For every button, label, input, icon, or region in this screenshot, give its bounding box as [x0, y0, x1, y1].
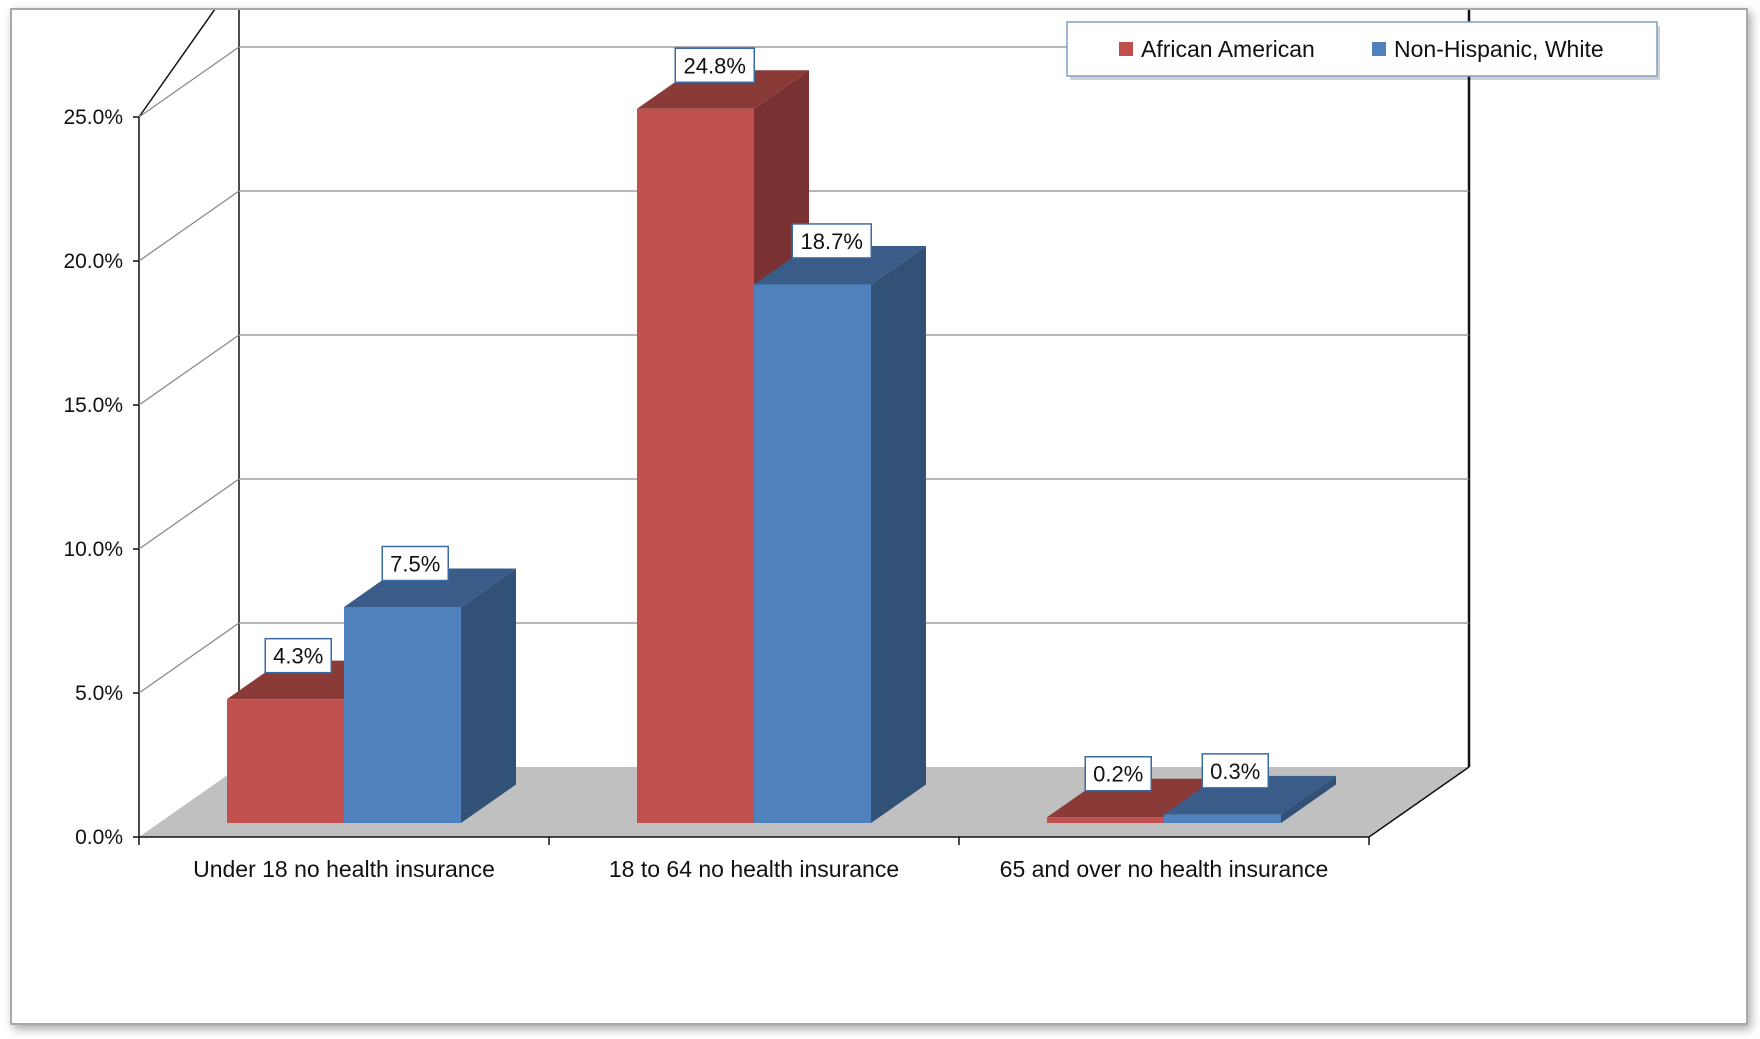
- data-label-box: [674, 47, 755, 84]
- side-wall-top-edge: [138, 10, 216, 118]
- gridline-side: [138, 478, 240, 550]
- y-axis: 0.0% 5.0% 10.0% 15.0% 20.0% 25.0%: [63, 106, 139, 849]
- gridline-side: [138, 46, 240, 118]
- bar-front-face: [637, 108, 754, 823]
- legend-swatch: [1372, 42, 1386, 56]
- legend-item-non-hispanic-white: Non-Hispanic, White: [1372, 36, 1604, 62]
- data-label-non-hispanic-white-18-to-64-no-health-insurance: 18.7%: [791, 223, 872, 259]
- data-label-box: [1084, 755, 1152, 792]
- bar-side-face: [871, 245, 926, 823]
- data-label-african-american-18-to-64-no-health-insurance: 24.8%: [674, 47, 755, 84]
- data-label-box: [264, 637, 332, 674]
- floor-right-edge: [1368, 766, 1470, 838]
- data-label-box: [791, 223, 872, 259]
- bar-side-face: [1281, 775, 1336, 823]
- data-label-african-american-under-18-no-health-insurance: 4.3%: [264, 637, 332, 674]
- y-tick-label: 15.0%: [63, 394, 123, 417]
- data-label-non-hispanic-white-under-18-no-health-insurance: 7.5%: [381, 545, 449, 582]
- bar-front-face: [1164, 814, 1281, 823]
- data-labels: 4.3% 7.5% 24.8% 18.7% 0.2% 0.3%: [264, 47, 1269, 792]
- data-label-value: 18.7%: [801, 229, 863, 254]
- bar-front-face: [1047, 817, 1164, 823]
- data-label-value: 4.3%: [273, 644, 323, 669]
- bar-front-face: [754, 284, 871, 823]
- data-label-value: 0.3%: [1210, 759, 1260, 784]
- y-tick-label: 10.0%: [63, 538, 123, 561]
- bars: [227, 70, 1336, 823]
- data-label-non-hispanic-white-65-and-over-no-health-insurance: 0.3%: [1201, 753, 1269, 789]
- y-tick-label: 20.0%: [63, 250, 123, 273]
- data-label-box: [381, 545, 449, 582]
- bar-non-hispanic-white-under-18-no-health-insurance: [344, 568, 516, 823]
- x-category-label: 65 and over no health insurance: [1000, 856, 1329, 882]
- legend-label: Non-Hispanic, White: [1394, 36, 1604, 62]
- y-tick-label: 25.0%: [63, 106, 123, 129]
- legend: African American Non-Hispanic, White: [1066, 21, 1660, 80]
- gridline-side: [138, 622, 240, 694]
- bar-front-face: [344, 607, 461, 823]
- x-axis: Under 18 no health insurance 18 to 64 no …: [138, 837, 1370, 882]
- x-category-label: 18 to 64 no health insurance: [609, 856, 899, 882]
- data-label-value: 7.5%: [390, 552, 440, 577]
- bar-front-face: [227, 699, 344, 823]
- data-label-value: 24.8%: [684, 53, 746, 78]
- legend-label: African American: [1141, 36, 1315, 62]
- gridline-side: [138, 334, 240, 406]
- bar-chart: 0.0% 5.0% 10.0% 15.0% 20.0% 25.0% Under 18 no…: [63, 10, 1660, 882]
- data-label-value: 0.2%: [1093, 762, 1143, 787]
- data-label-african-american-65-and-over-no-health-insurance: 0.2%: [1084, 755, 1152, 792]
- legend-swatch: [1119, 42, 1133, 56]
- x-category-label: Under 18 no health insurance: [193, 856, 495, 882]
- legend-item-african-american: African American: [1119, 36, 1315, 62]
- bar-non-hispanic-white-18-to-64-no-health-insurance: [754, 245, 926, 823]
- chart-frame: 0.0% 5.0% 10.0% 15.0% 20.0% 25.0% Under 18 no…: [10, 8, 1748, 1025]
- data-label-box: [1201, 753, 1269, 789]
- gridline-side: [138, 190, 240, 262]
- bar-side-face: [461, 568, 516, 823]
- y-tick-label: 0.0%: [75, 826, 123, 849]
- chart-walls: [138, 10, 1471, 837]
- legend-box: [1066, 21, 1658, 77]
- y-tick-label: 5.0%: [75, 682, 123, 705]
